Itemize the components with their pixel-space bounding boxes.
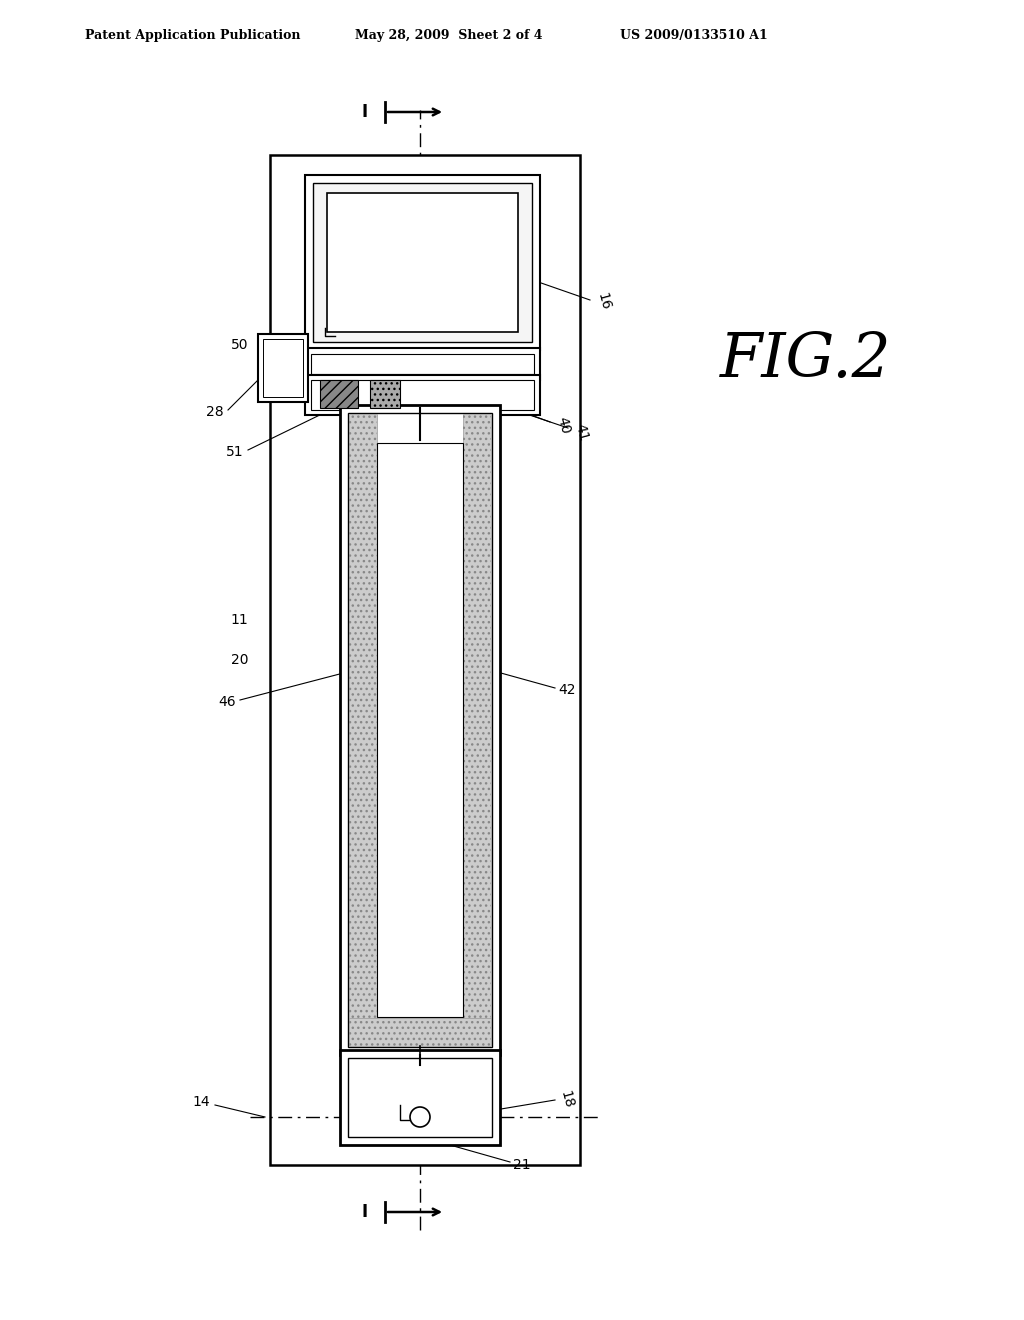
Bar xyxy=(463,414,490,1045)
Bar xyxy=(340,405,500,1055)
Bar xyxy=(349,1018,490,1045)
Bar xyxy=(327,193,518,333)
Text: 18: 18 xyxy=(558,1089,577,1110)
Circle shape xyxy=(410,1107,430,1127)
Text: 20: 20 xyxy=(230,653,248,667)
Bar xyxy=(340,1049,500,1144)
Text: 40: 40 xyxy=(554,414,572,436)
Bar xyxy=(305,176,540,350)
Bar xyxy=(319,380,358,408)
Bar xyxy=(349,1018,490,1045)
Bar xyxy=(263,339,303,397)
Text: 21: 21 xyxy=(513,1158,530,1172)
Text: I: I xyxy=(361,103,368,121)
Bar xyxy=(305,375,540,414)
Bar xyxy=(377,444,463,1016)
Text: US 2009/0133510 A1: US 2009/0133510 A1 xyxy=(620,29,768,41)
Bar xyxy=(463,414,490,1045)
Bar xyxy=(311,354,534,374)
Text: Patent Application Publication: Patent Application Publication xyxy=(85,29,300,41)
Text: I: I xyxy=(361,1203,368,1221)
Text: FIG.2: FIG.2 xyxy=(720,330,892,389)
Bar xyxy=(305,348,540,380)
Text: 14: 14 xyxy=(193,1096,210,1109)
Text: 46: 46 xyxy=(218,696,236,709)
Text: May 28, 2009  Sheet 2 of 4: May 28, 2009 Sheet 2 of 4 xyxy=(355,29,543,41)
Bar xyxy=(349,414,377,1045)
Bar xyxy=(348,1059,492,1137)
Text: 28: 28 xyxy=(207,405,224,418)
Bar xyxy=(311,380,534,411)
Bar xyxy=(258,334,308,403)
Bar xyxy=(370,380,400,408)
Bar xyxy=(270,154,580,1166)
Text: 51: 51 xyxy=(226,445,244,459)
Text: 42: 42 xyxy=(558,682,575,697)
Text: 50: 50 xyxy=(230,338,248,352)
Bar xyxy=(313,183,532,342)
Bar xyxy=(349,414,377,1045)
Text: 41: 41 xyxy=(572,421,590,442)
Text: 16: 16 xyxy=(595,292,613,313)
Text: 11: 11 xyxy=(230,612,248,627)
Bar xyxy=(348,413,492,1047)
